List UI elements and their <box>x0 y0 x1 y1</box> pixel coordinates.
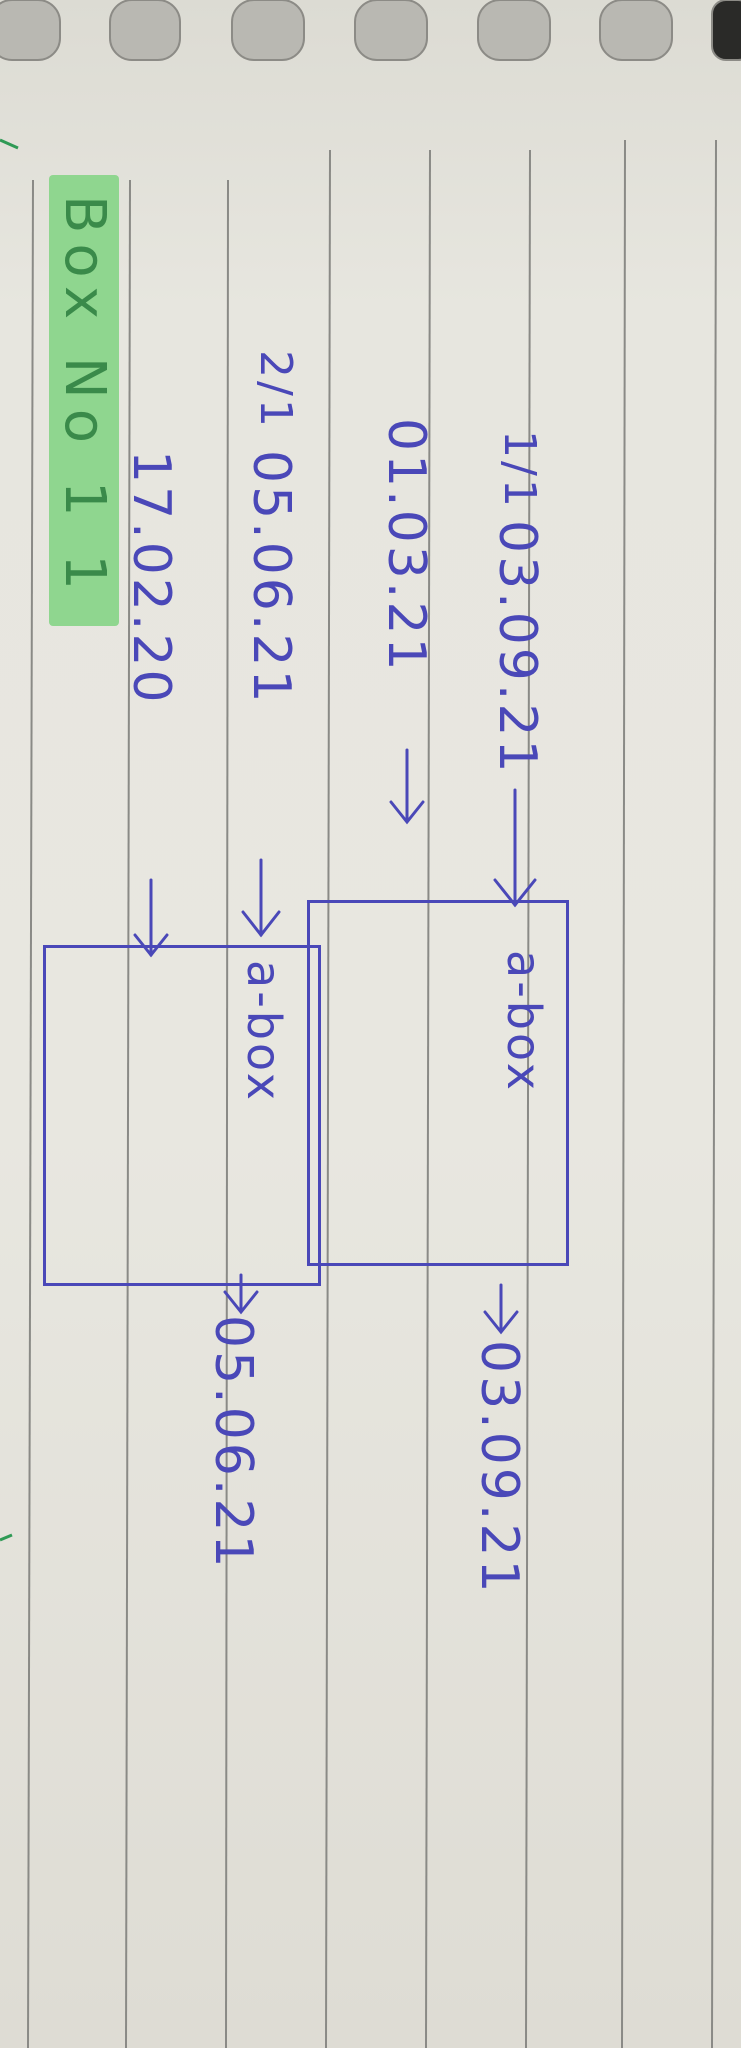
spiral-binding <box>0 0 741 61</box>
entry2-box-label: a-box <box>237 960 291 1103</box>
entry2-output-date: 05.06.21 <box>203 1315 263 1571</box>
